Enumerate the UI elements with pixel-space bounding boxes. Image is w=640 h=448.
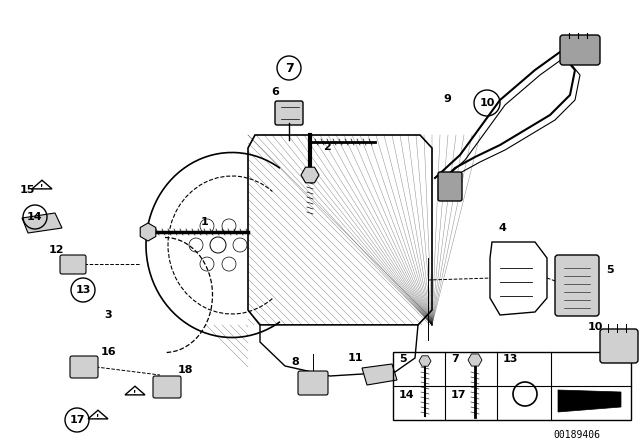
- FancyBboxPatch shape: [298, 371, 328, 395]
- Text: 5: 5: [606, 265, 614, 275]
- Polygon shape: [558, 390, 621, 412]
- Bar: [393, 352, 631, 420]
- Text: 11: 11: [348, 353, 363, 363]
- Text: 17: 17: [69, 415, 84, 425]
- FancyBboxPatch shape: [70, 356, 98, 378]
- Text: 13: 13: [503, 354, 518, 364]
- Polygon shape: [419, 356, 431, 366]
- Polygon shape: [301, 167, 319, 183]
- Text: 14: 14: [27, 212, 43, 222]
- FancyBboxPatch shape: [438, 172, 462, 201]
- Text: 7: 7: [285, 61, 293, 74]
- Text: 6: 6: [271, 87, 279, 97]
- Polygon shape: [362, 364, 397, 385]
- Text: !: !: [133, 390, 136, 396]
- FancyBboxPatch shape: [600, 329, 638, 363]
- FancyBboxPatch shape: [60, 255, 86, 274]
- Polygon shape: [22, 213, 62, 233]
- Polygon shape: [248, 135, 432, 325]
- Text: 4: 4: [498, 223, 506, 233]
- Text: !: !: [97, 414, 100, 420]
- Text: 16: 16: [100, 347, 116, 357]
- Polygon shape: [490, 242, 547, 315]
- Text: 10: 10: [588, 322, 604, 332]
- Text: 9: 9: [443, 94, 451, 104]
- Text: 7: 7: [451, 354, 459, 364]
- FancyBboxPatch shape: [153, 376, 181, 398]
- Text: 5: 5: [399, 354, 406, 364]
- Text: 2: 2: [323, 142, 331, 152]
- FancyBboxPatch shape: [560, 35, 600, 65]
- Text: 14: 14: [399, 390, 415, 400]
- Text: 13: 13: [76, 285, 91, 295]
- Text: 17: 17: [451, 390, 467, 400]
- Polygon shape: [260, 325, 418, 376]
- FancyBboxPatch shape: [555, 255, 599, 316]
- Text: 18: 18: [177, 365, 193, 375]
- Text: 3: 3: [104, 310, 112, 320]
- Text: 1: 1: [201, 217, 209, 227]
- Text: 12: 12: [48, 245, 64, 255]
- Text: 8: 8: [291, 357, 299, 367]
- Text: !: !: [40, 184, 44, 190]
- Text: 10: 10: [479, 98, 495, 108]
- Text: 15: 15: [19, 185, 35, 195]
- Polygon shape: [468, 354, 482, 366]
- FancyBboxPatch shape: [275, 101, 303, 125]
- Text: 00189406: 00189406: [553, 430, 600, 440]
- Polygon shape: [140, 223, 156, 241]
